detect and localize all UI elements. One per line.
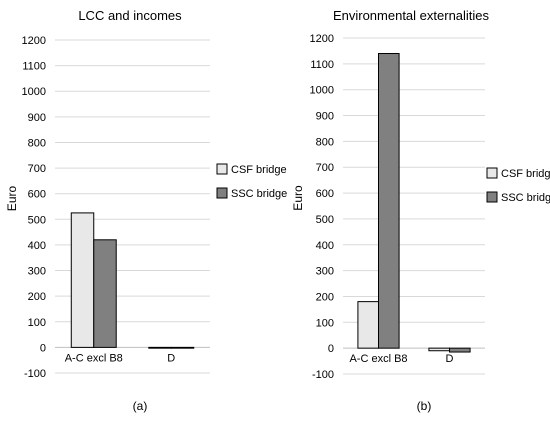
y-tick-label: 900	[28, 112, 46, 124]
legend-swatch	[216, 187, 228, 199]
y-axis-label: Euro	[291, 185, 305, 211]
x-category-label: A-C excl B8	[65, 352, 123, 364]
y-tick-label: 1200	[22, 35, 46, 47]
y-tick-label: 800	[28, 137, 46, 149]
chart-panel-1: LCC and incomes -100 0 100 200 300 400 500 600 70…	[5, 8, 287, 413]
panel-label: (b)	[417, 399, 432, 413]
bar-csf	[428, 347, 451, 352]
bar-csf	[70, 212, 95, 348]
y-tick-label: 0	[40, 342, 46, 354]
y-tick-label: 500	[28, 214, 46, 226]
y-tick-label: -100	[24, 368, 46, 380]
y-tick-label: 1100	[310, 59, 334, 71]
x-category-label: D	[446, 353, 454, 365]
chart-title: Environmental externalities	[333, 8, 490, 23]
y-tick-label: 1000	[22, 86, 46, 98]
bar-ssc	[93, 239, 117, 348]
bar-csf	[357, 301, 380, 349]
y-tick-label: 300	[28, 266, 46, 278]
legend-label: SSC bridge	[231, 188, 287, 200]
chart-title: LCC and incomes	[78, 8, 182, 23]
bar-csf	[148, 346, 172, 349]
y-tick-label: 500	[316, 214, 334, 226]
y-tick-label: 300	[316, 266, 334, 278]
bar-ssc	[449, 347, 471, 353]
y-tick-label: 700	[316, 162, 334, 174]
legend-swatch	[486, 167, 498, 179]
legend-label: CSF bridge	[501, 168, 550, 180]
y-tick-label: 400	[28, 240, 46, 252]
y-tick-label: 400	[316, 240, 334, 252]
legend-swatch	[486, 191, 498, 203]
y-tick-label: 700	[28, 163, 46, 175]
y-tick-label: 200	[28, 291, 46, 303]
legend-swatch	[216, 163, 228, 175]
y-tick-label: 900	[316, 111, 334, 123]
chart-panel-2: Environmental externalities -100 0 100 200 30…	[291, 8, 550, 413]
bar-ssc	[378, 53, 400, 349]
y-tick-label: 1200	[310, 33, 334, 45]
y-tick-label: 800	[316, 136, 334, 148]
y-axis-label: Euro	[5, 186, 19, 212]
y-tick-label: -100	[312, 369, 334, 381]
x-category-label: D	[167, 352, 175, 364]
y-tick-label: 100	[28, 317, 46, 329]
x-category-label: A-C excl B8	[349, 353, 407, 365]
y-tick-label: 100	[316, 317, 334, 329]
bar-ssc	[170, 346, 195, 349]
panel-label: (a)	[133, 399, 148, 413]
y-tick-label: 200	[316, 291, 334, 303]
y-tick-label: 1100	[22, 61, 46, 73]
y-tick-label: 600	[316, 188, 334, 200]
y-tick-label: 600	[28, 189, 46, 201]
legend-label: CSF bridge	[231, 164, 287, 176]
y-tick-label: 1000	[310, 85, 334, 97]
legend-label: SSC bridge	[501, 192, 550, 204]
y-tick-label: 0	[328, 343, 334, 355]
